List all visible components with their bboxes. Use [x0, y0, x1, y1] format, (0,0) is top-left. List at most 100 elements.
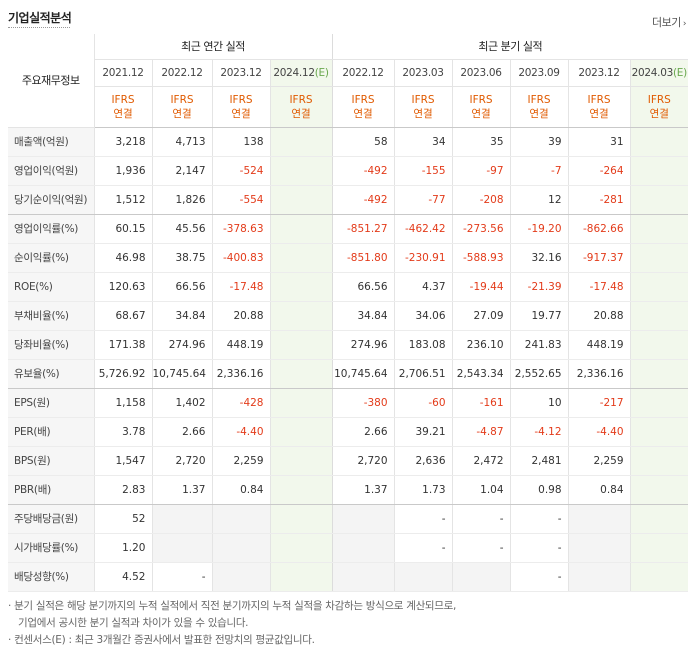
row-label: PBR(배) — [8, 475, 95, 505]
footnote-quarterly-cont: 기업에서 공시한 분기 실적과 차이가 있을 수 있습니다. — [18, 617, 249, 629]
table-cell: -264 — [568, 156, 631, 186]
table-cell: 183.08 — [394, 330, 453, 360]
table-cell: 274.96 — [332, 330, 395, 360]
table-cell: 2,552.65 — [510, 359, 569, 389]
period-label: 2022.12 — [161, 66, 203, 79]
table-cell: 274.96 — [152, 330, 213, 360]
table-cell: 60.15 — [94, 214, 153, 244]
basis-ifrs: IFRS — [111, 93, 135, 106]
table-row: 주당배당금(원) 52- - - — [8, 504, 689, 534]
table-cell: 20.88 — [568, 301, 631, 331]
period-label: 2023.06 — [460, 66, 502, 79]
basis-consolidated: 연결 — [291, 107, 311, 120]
basis-consolidated: 연결 — [413, 107, 433, 120]
table-cell — [630, 127, 689, 157]
more-link[interactable]: 더보기 › — [652, 14, 687, 30]
table-cell: 34.06 — [394, 301, 453, 331]
estimate-mark: (E) — [314, 66, 329, 79]
table-cell — [270, 475, 333, 505]
basis-ifrs: IFRS — [469, 93, 493, 106]
table-cell — [212, 562, 271, 592]
table-cell — [332, 562, 395, 592]
basis-consolidated: 연결 — [353, 107, 373, 120]
table-row: PBR(배) 2.83 1.37 0.84 1.37 1.73 1.04 0.98 0.84 — [8, 475, 689, 505]
table-cell: 138 — [212, 127, 271, 157]
basis-header: IFRS 연결 — [94, 86, 153, 128]
table-cell: -97 — [452, 156, 511, 186]
table-cell: -462.42 — [394, 214, 453, 244]
table-cell: 66.56 — [332, 272, 395, 302]
table-cell: 27.09 — [452, 301, 511, 331]
row-label: 시가배당률(%) — [8, 533, 95, 563]
basis-header: IFRS 연결 — [152, 86, 213, 128]
table-cell: -19.44 — [452, 272, 511, 302]
table-cell: 120.63 — [94, 272, 153, 302]
table-cell: -155 — [394, 156, 453, 186]
table-cell: 46.98 — [94, 243, 153, 273]
basis-consolidated: 연결 — [529, 107, 549, 120]
table-cell: 1,547 — [94, 446, 153, 476]
row-label: 순이익률(%) — [8, 243, 95, 273]
footnote-quarterly: · 분기 실적은 해당 분기까지의 누적 실적에서 직전 분기까지의 누적 실적… — [8, 600, 457, 612]
table-cell: -4.40 — [212, 417, 271, 447]
row-label: BPS(원) — [8, 446, 95, 476]
table-cell: -60 — [394, 388, 453, 418]
financial-summary-table: 주요재무정보 최근 연간 실적 최근 분기 실적 2021.12 2022.12 2… — [8, 34, 689, 592]
row-label: 영업이익(억원) — [8, 156, 95, 186]
table-cell: 2,706.51 — [394, 359, 453, 389]
table-cell: 2,481 — [510, 446, 569, 476]
table-cell: -917.37 — [568, 243, 631, 273]
table-cell — [630, 330, 689, 360]
annual-group-header: 최근 연간 실적 — [94, 34, 333, 60]
table-row: 시가배당률(%) 1.20- - - — [8, 533, 689, 563]
table-row: 영업이익률(%) 60.15 45.56 -378.63 -851.27 -462.42-… — [8, 214, 689, 244]
table-cell: -281 — [568, 185, 631, 215]
table-row: 순이익률(%) 46.98 38.75 -400.83 -851.80 -230.91 -5… — [8, 243, 689, 273]
period-label: 2024.03 — [631, 66, 674, 79]
period-header: 2022.12 — [152, 59, 213, 87]
table-cell: 448.19 — [212, 330, 271, 360]
table-cell: -77 — [394, 185, 453, 215]
table-cell — [630, 388, 689, 418]
table-cell: 2,720 — [152, 446, 213, 476]
period-header: 2023.12 — [568, 59, 631, 87]
period-label: 2023.12 — [220, 66, 262, 79]
table-cell: 4.37 — [394, 272, 453, 302]
table-cell: 10,745.64 — [152, 359, 213, 389]
table-cell — [270, 301, 333, 331]
table-cell: 1,936 — [94, 156, 153, 186]
table-cell: 0.84 — [568, 475, 631, 505]
table-cell: 34.84 — [152, 301, 213, 331]
table-cell: - — [452, 504, 511, 534]
table-cell: 5,726.92 — [94, 359, 153, 389]
table-cell: -588.93 — [452, 243, 511, 273]
table-cell: 0.98 — [510, 475, 569, 505]
period-label: 2022.12 — [342, 66, 384, 79]
table-cell: -17.48 — [568, 272, 631, 302]
period-header: 2023.06 — [452, 59, 511, 87]
table-cell: -4.87 — [452, 417, 511, 447]
table-cell: 1.73 — [394, 475, 453, 505]
table-cell: -7 — [510, 156, 569, 186]
table-cell: -230.91 — [394, 243, 453, 273]
table-cell — [630, 359, 689, 389]
table-cell: - — [510, 533, 569, 563]
section-header: 기업실적분석 더보기 › — [8, 0, 688, 34]
table-cell: 52 — [94, 504, 153, 534]
table-cell: -400.83 — [212, 243, 271, 273]
basis-consolidated: 연결 — [649, 107, 669, 120]
table-cell: 39 — [510, 127, 569, 157]
table-cell — [332, 504, 395, 534]
table-cell: 1,158 — [94, 388, 153, 418]
title-underline — [8, 27, 70, 28]
table-cell: -851.80 — [332, 243, 395, 273]
row-label-header: 주요재무정보 — [8, 34, 95, 128]
table-cell: -554 — [212, 185, 271, 215]
table-cell: 2,720 — [332, 446, 395, 476]
basis-consolidated: 연결 — [471, 107, 491, 120]
table-cell: 1.37 — [152, 475, 213, 505]
footnotes: · 분기 실적은 해당 분기까지의 누적 실적에서 직전 분기까지의 누적 실적… — [8, 598, 688, 648]
period-label: 2023.09 — [518, 66, 560, 79]
table-cell: - — [452, 533, 511, 563]
table-cell: 2,543.34 — [452, 359, 511, 389]
